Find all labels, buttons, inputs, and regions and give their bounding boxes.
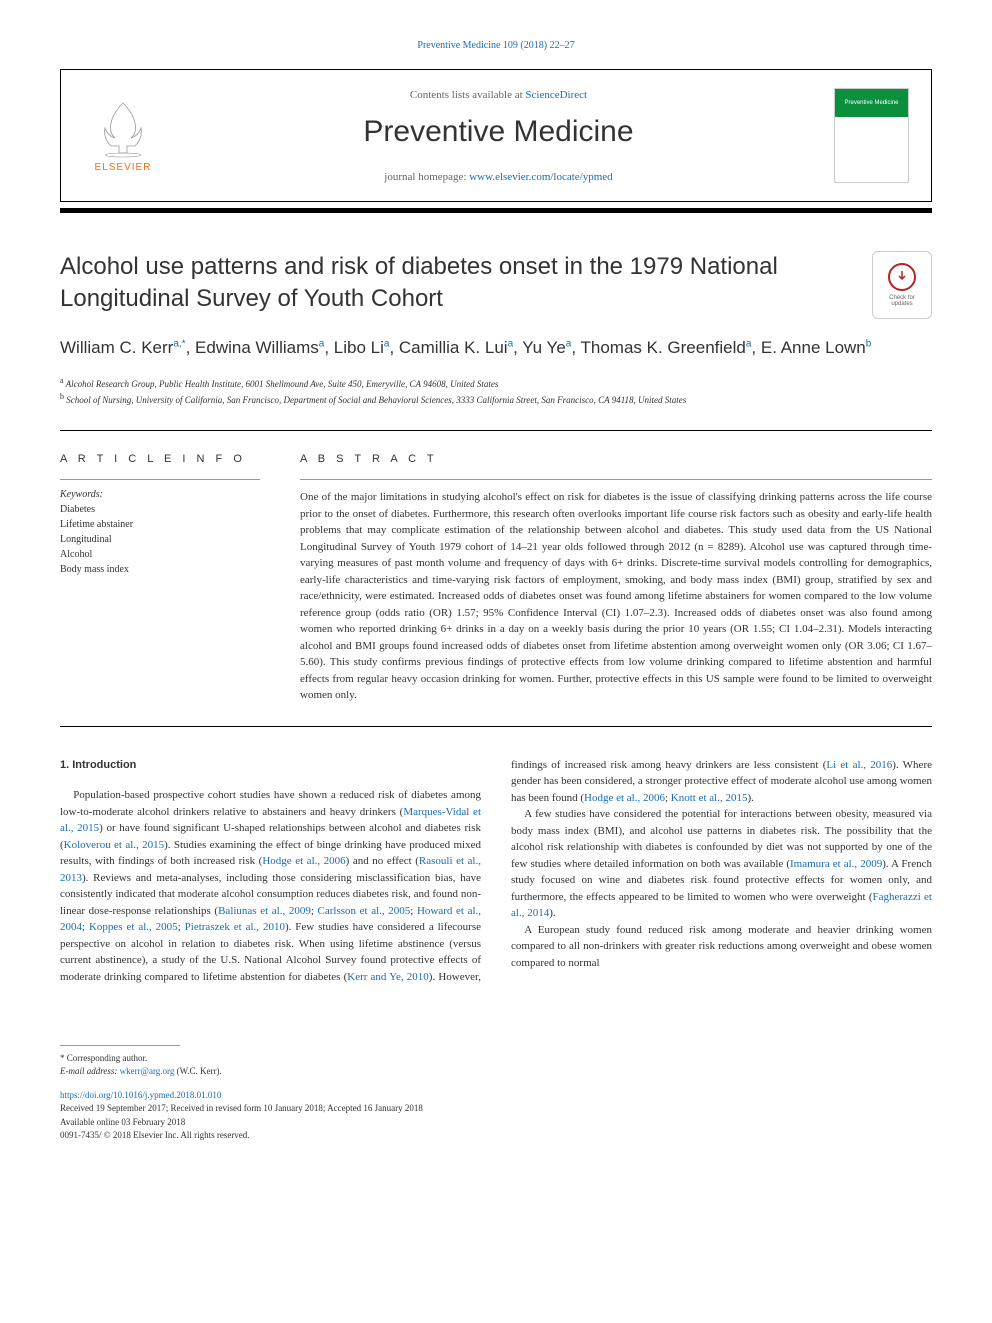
intro-paragraph-3: A European study found reduced risk amon… — [511, 922, 932, 972]
email-line: E-mail address: wkerr@arg.org (W.C. Kerr… — [60, 1065, 932, 1079]
intro-heading: 1. Introduction — [60, 757, 481, 774]
corresponding-author: * Corresponding author. — [60, 1052, 932, 1066]
contents-list-text: Contents lists available at ScienceDirec… — [163, 89, 834, 101]
elsevier-tree-icon — [93, 98, 153, 158]
keywords-label: Keywords: — [60, 489, 260, 500]
elsevier-logo: ELSEVIER — [83, 91, 163, 181]
doi-link[interactable]: https://doi.org/10.1016/j.ypmed.2018.01.… — [60, 1089, 932, 1103]
journal-name: Preventive Medicine — [163, 115, 834, 149]
elsevier-label: ELSEVIER — [95, 162, 152, 173]
abstract-divider — [300, 479, 932, 480]
section-divider — [60, 430, 932, 431]
journal-header: ELSEVIER Contents lists available at Sci… — [60, 69, 932, 202]
journal-cover-thumbnail: Preventive Medicine — [834, 88, 909, 183]
info-divider — [60, 479, 260, 480]
homepage-prefix: journal homepage: — [384, 171, 469, 183]
contents-prefix: Contents lists available at — [410, 89, 525, 101]
affiliations: a Alcohol Research Group, Public Health … — [60, 375, 932, 408]
keywords-list: DiabetesLifetime abstainerLongitudinalAl… — [60, 502, 260, 577]
sciencedirect-link[interactable]: ScienceDirect — [525, 89, 587, 101]
email-suffix: (W.C. Kerr). — [174, 1066, 221, 1076]
check-updates-badge[interactable]: Check for updates — [872, 251, 932, 319]
available-line: Available online 03 February 2018 — [60, 1116, 932, 1130]
body-columns: 1. Introduction Population-based prospec… — [60, 757, 932, 986]
article-title: Alcohol use patterns and risk of diabete… — [60, 251, 852, 316]
abstract-text: One of the major limitations in studying… — [300, 489, 932, 704]
received-line: Received 19 September 2017; Received in … — [60, 1102, 932, 1116]
cover-band: Preventive Medicine — [835, 89, 908, 117]
footer-rule — [60, 1045, 180, 1046]
intro-paragraph-2: A few studies have considered the potent… — [511, 806, 932, 922]
article-info-column: A R T I C L E I N F O Keywords: Diabetes… — [60, 453, 260, 704]
journal-citation: Preventive Medicine 109 (2018) 22–27 — [60, 40, 932, 51]
journal-homepage: journal homepage: www.elsevier.com/locat… — [163, 171, 834, 183]
homepage-link[interactable]: www.elsevier.com/locate/ypmed — [469, 171, 612, 183]
email-label: E-mail address: — [60, 1066, 120, 1076]
copyright-line: 0091-7435/ © 2018 Elsevier Inc. All righ… — [60, 1129, 932, 1143]
check-updates-line2: updates — [891, 301, 912, 307]
section-divider-2 — [60, 726, 932, 727]
email-link[interactable]: wkerr@arg.org — [120, 1066, 175, 1076]
abstract-column: A B S T R A C T One of the major limitat… — [300, 453, 932, 704]
authors-list: William C. Kerra,*, Edwina Williamsa, Li… — [60, 335, 932, 361]
article-info-heading: A R T I C L E I N F O — [60, 453, 260, 465]
check-updates-icon — [888, 263, 916, 291]
footer: * Corresponding author. E-mail address: … — [60, 1045, 932, 1143]
abstract-heading: A B S T R A C T — [300, 453, 932, 465]
header-rule — [60, 208, 932, 213]
